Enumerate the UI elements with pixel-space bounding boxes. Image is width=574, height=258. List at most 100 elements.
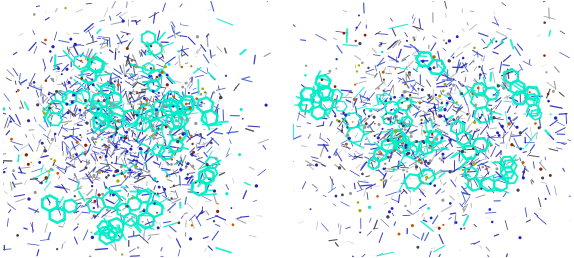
Point (332, 57, 341, 61)
Point (106, 101, 115, 105)
Point (475, 116, 484, 120)
Point (107, 81, 116, 85)
Point (402, 39, 412, 43)
Point (331, 194, 340, 198)
Point (442, 41, 451, 45)
Point (33, 103, 42, 107)
Point (113, 127, 122, 131)
Point (140, 65, 149, 69)
Point (453, 35, 462, 39)
Point (96, 124, 105, 128)
Point (78, 151, 87, 155)
Point (104, 139, 114, 143)
Point (287, 206, 296, 211)
Point (375, 150, 385, 154)
Point (81, 106, 90, 110)
Point (428, 132, 437, 136)
Point (376, 151, 385, 156)
Point (99, 99, 108, 103)
Point (403, 152, 412, 156)
Point (385, 139, 394, 143)
Point (458, 168, 467, 172)
Point (490, 116, 499, 120)
Point (418, 59, 428, 63)
Point (492, 167, 502, 171)
Point (435, 226, 444, 230)
Point (354, 200, 363, 205)
Point (343, 125, 352, 130)
Point (401, 90, 410, 94)
Point (158, 70, 167, 74)
Point (422, 175, 432, 180)
Point (119, 163, 128, 167)
Point (538, 176, 547, 180)
Point (121, 152, 130, 156)
Point (140, 107, 149, 111)
Point (442, 117, 451, 122)
Point (463, 112, 472, 116)
Point (142, 29, 151, 33)
Point (398, 124, 408, 128)
Point (153, 211, 162, 215)
Point (125, 81, 134, 85)
Point (551, 116, 560, 120)
Point (29, 80, 38, 84)
Point (154, 127, 163, 131)
Point (476, 72, 485, 77)
Point (107, 161, 117, 165)
Point (384, 155, 393, 159)
Point (197, 100, 206, 104)
Point (153, 75, 162, 79)
Point (111, 145, 121, 149)
Point (418, 180, 427, 184)
Point (408, 223, 417, 228)
Point (440, 108, 449, 112)
Point (81, 150, 90, 154)
Point (149, 136, 158, 140)
Point (37, 181, 46, 185)
Point (139, 209, 149, 213)
Point (145, 74, 154, 78)
Point (374, 136, 383, 140)
Point (379, 78, 389, 82)
Point (183, 176, 192, 180)
Point (169, 104, 178, 109)
Point (53, 247, 62, 251)
Point (24, 162, 33, 166)
Point (392, 114, 401, 118)
Point (154, 226, 163, 230)
Point (435, 156, 444, 160)
Point (401, 90, 410, 94)
Point (490, 110, 499, 114)
Point (77, 113, 86, 117)
Point (118, 252, 127, 256)
Point (127, 59, 137, 63)
Point (379, 89, 388, 93)
Point (114, 50, 123, 54)
Point (174, 49, 183, 53)
Point (154, 185, 164, 189)
Point (142, 133, 152, 137)
Point (68, 100, 77, 104)
Point (475, 65, 484, 69)
Point (387, 108, 396, 112)
Point (387, 206, 397, 211)
Point (421, 178, 430, 182)
Point (360, 125, 370, 129)
Point (122, 130, 131, 134)
Point (436, 108, 445, 112)
Point (126, 147, 135, 151)
Point (402, 97, 412, 101)
Point (135, 106, 145, 110)
Point (405, 71, 414, 75)
Point (417, 121, 426, 125)
Point (187, 134, 196, 138)
Point (102, 154, 111, 158)
Point (198, 87, 207, 91)
Point (426, 144, 435, 148)
Point (99, 130, 108, 134)
Point (425, 93, 434, 97)
Point (445, 96, 454, 100)
Point (96, 155, 105, 159)
Point (104, 135, 113, 139)
